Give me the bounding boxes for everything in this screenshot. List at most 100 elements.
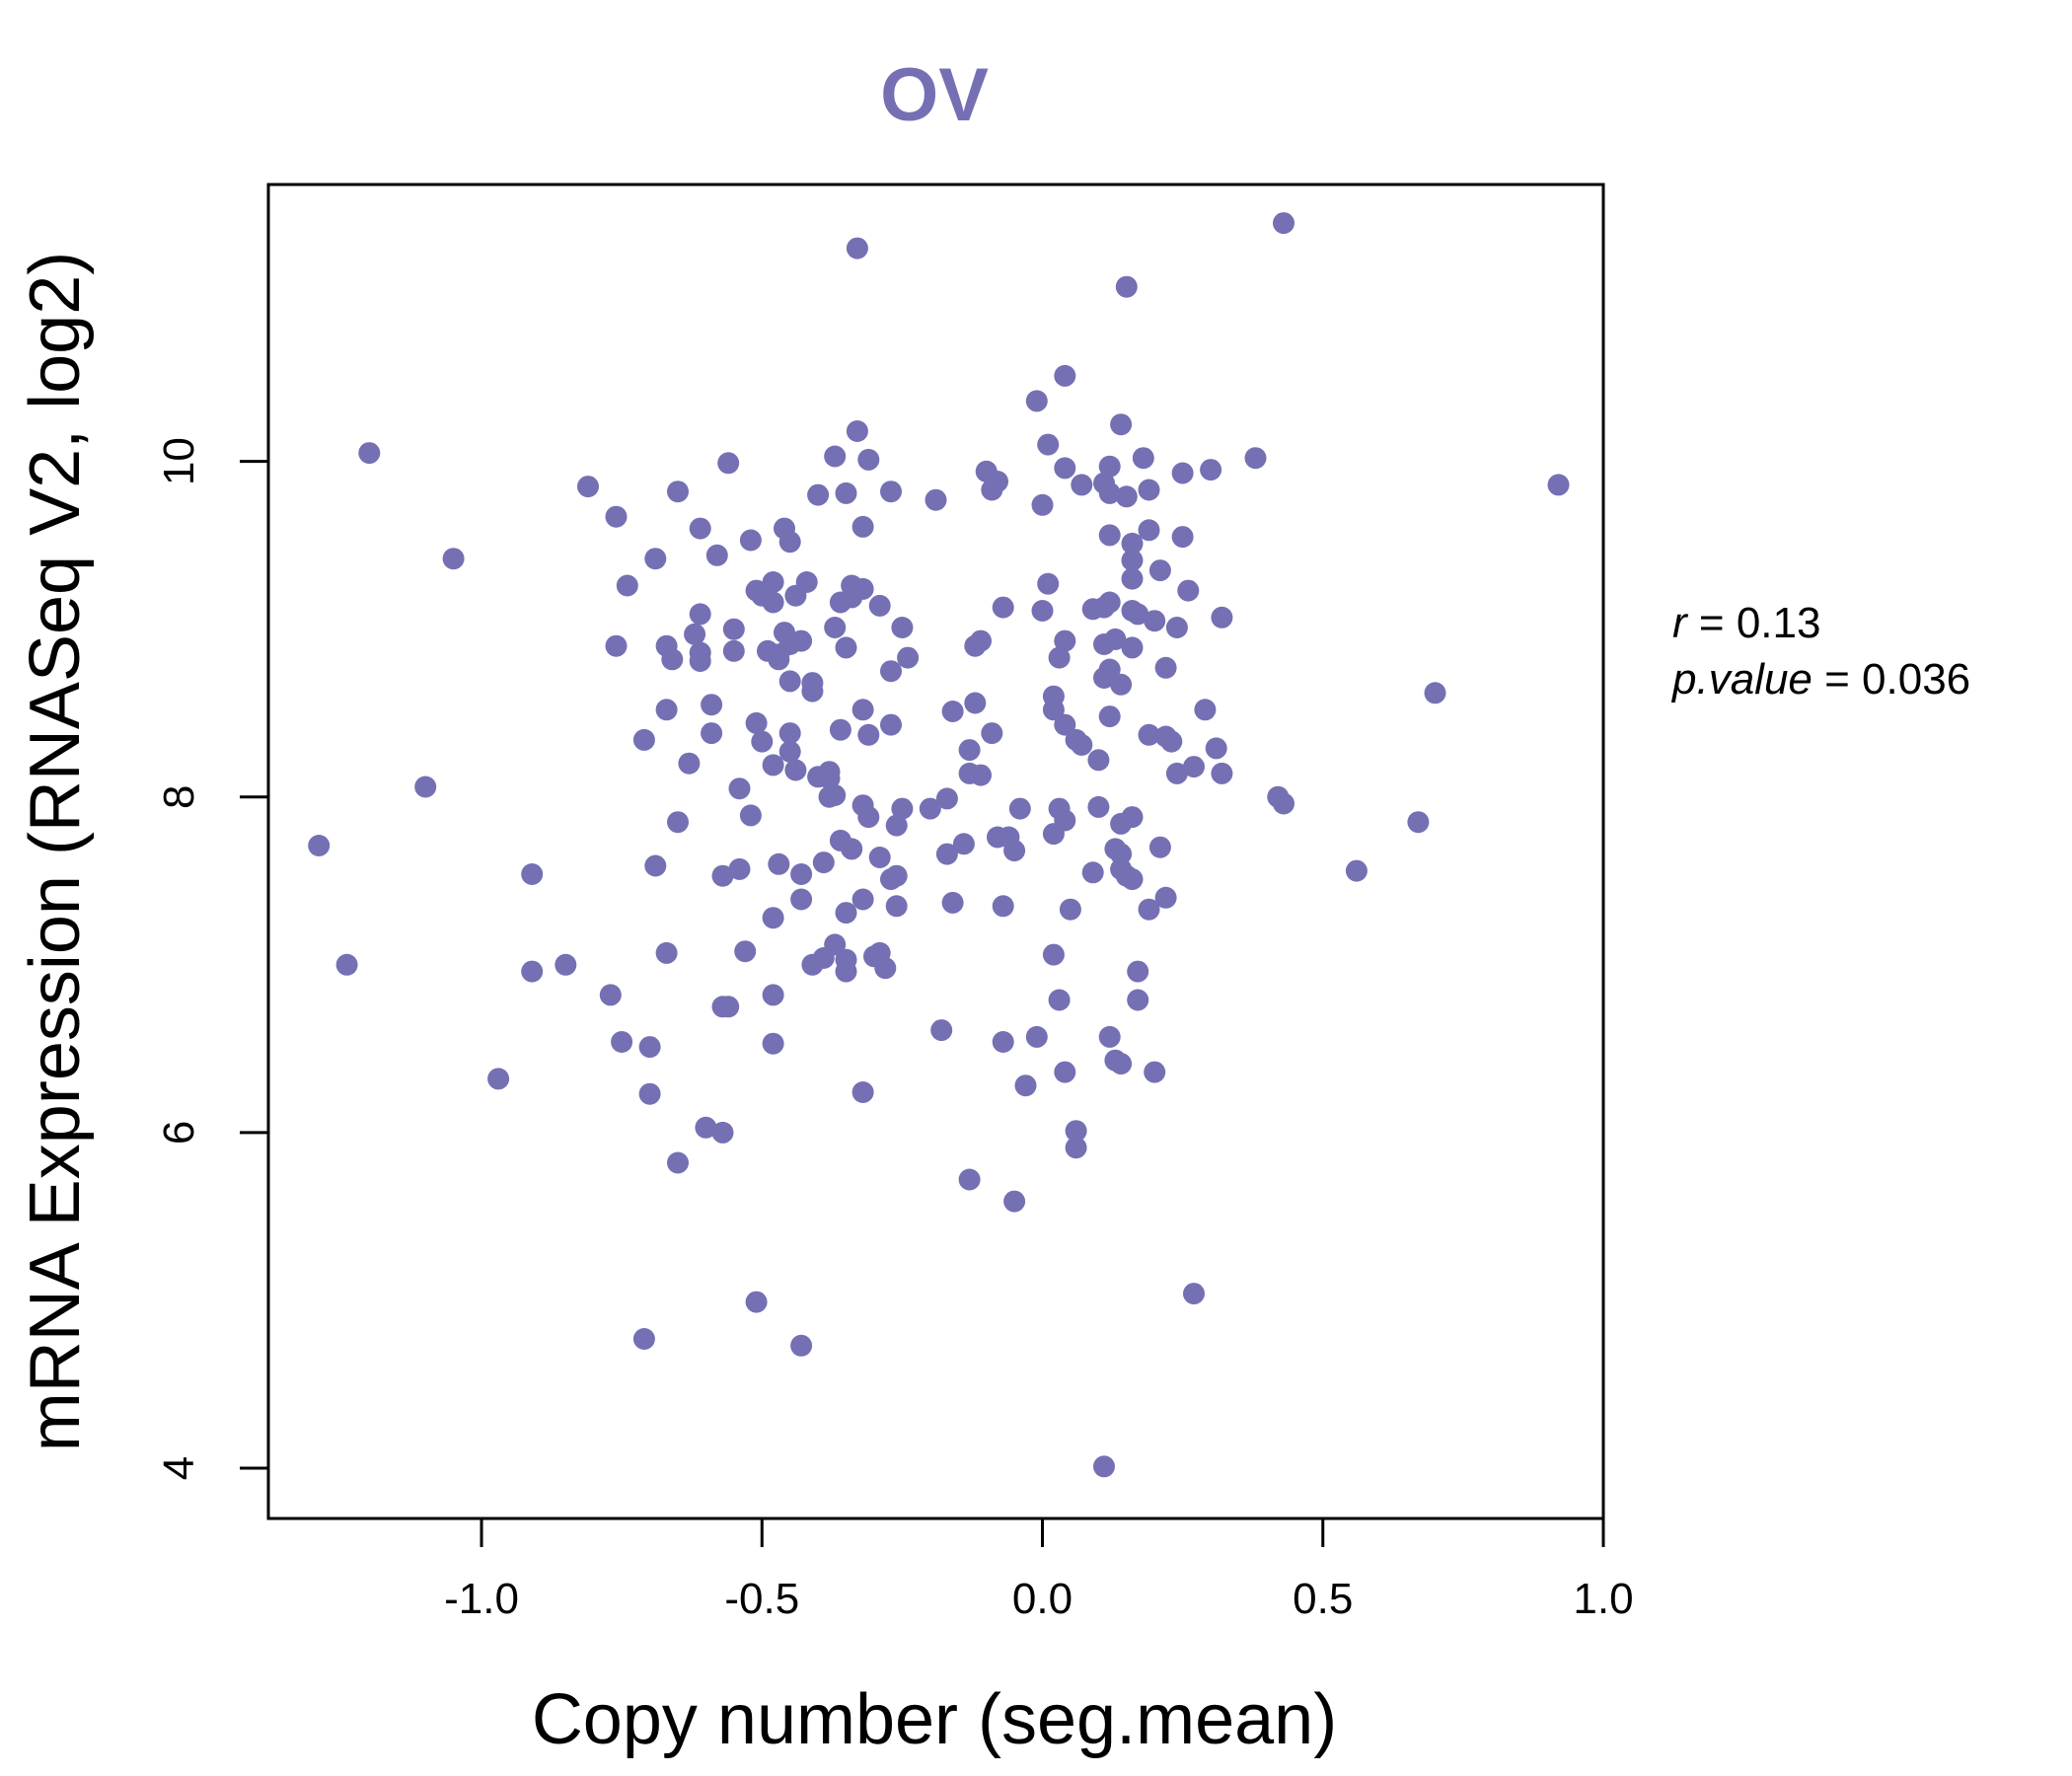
data-point — [1121, 567, 1144, 590]
data-point — [1127, 603, 1149, 626]
x-tick-label: 0.0 — [1012, 1575, 1073, 1623]
data-point — [880, 660, 902, 683]
data-point — [745, 711, 768, 734]
y-tick-label: 10 — [155, 437, 203, 485]
data-point — [885, 864, 908, 887]
data-point — [846, 237, 868, 259]
data-point — [487, 1068, 510, 1090]
data-point — [1194, 699, 1217, 721]
data-point — [661, 648, 684, 671]
data-point — [790, 1334, 813, 1357]
data-point — [857, 806, 880, 829]
data-point — [880, 713, 902, 736]
data-point — [778, 740, 801, 763]
data-point — [1205, 737, 1227, 760]
data-point — [308, 835, 331, 856]
data-point — [778, 670, 801, 693]
data-point — [1273, 212, 1295, 235]
data-point — [1098, 524, 1121, 547]
y-axis: 4 6 8 10 — [155, 437, 270, 1480]
data-point — [1042, 943, 1065, 966]
p-equals: = — [1813, 655, 1862, 703]
data-point — [739, 804, 762, 827]
data-point — [952, 833, 975, 855]
data-point — [784, 759, 807, 781]
data-point — [829, 718, 851, 741]
data-point — [701, 722, 723, 745]
data-point — [1138, 898, 1160, 921]
data-point — [1121, 549, 1144, 571]
data-point — [1127, 989, 1149, 1011]
data-point — [891, 797, 914, 820]
data-point — [812, 851, 835, 874]
data-point — [739, 529, 762, 552]
data-point — [807, 483, 830, 506]
data-point — [1031, 600, 1054, 622]
data-point — [762, 984, 784, 1006]
data-point — [711, 864, 734, 887]
data-point — [701, 694, 723, 716]
data-point — [919, 797, 941, 820]
data-point — [1081, 861, 1104, 884]
data-point — [818, 761, 841, 783]
data-point — [992, 1031, 1014, 1053]
data-point — [1008, 797, 1031, 820]
data-point — [801, 680, 824, 703]
data-point — [851, 1081, 874, 1103]
data-point — [1183, 1283, 1205, 1305]
data-point — [762, 591, 784, 614]
data-point — [577, 476, 599, 498]
data-point — [358, 442, 381, 465]
data-point — [958, 739, 981, 762]
data-point — [964, 692, 987, 714]
data-point — [868, 594, 891, 617]
data-point — [941, 891, 964, 914]
data-point — [1093, 1455, 1115, 1478]
x-axis-title: Copy number (seg.mean) — [532, 1680, 1337, 1759]
data-point — [1121, 636, 1144, 659]
data-point — [1048, 646, 1071, 669]
data-point — [1115, 485, 1138, 508]
data-point — [717, 452, 740, 475]
data-point — [835, 902, 857, 925]
r-statistic: r = 0.13 — [1672, 599, 1820, 647]
data-point — [1054, 457, 1076, 480]
p-value-label: p.value — [1670, 655, 1813, 703]
data-point — [1054, 713, 1076, 736]
data-point — [824, 445, 847, 468]
data-point — [644, 854, 667, 877]
data-point — [851, 699, 874, 721]
data-point — [1025, 1025, 1048, 1048]
p-value: 0.036 — [1862, 655, 1970, 703]
data-point — [1065, 1137, 1087, 1159]
data-point — [684, 623, 706, 645]
data-point — [616, 574, 638, 597]
data-point — [1138, 723, 1160, 746]
data-point — [1071, 474, 1093, 496]
x-tick-label: -1.0 — [444, 1575, 519, 1623]
data-point — [1132, 447, 1154, 470]
data-point — [632, 1328, 655, 1350]
data-point — [728, 777, 751, 800]
data-point — [880, 481, 902, 503]
data-point — [638, 1082, 661, 1105]
data-point — [1054, 364, 1076, 387]
data-point — [751, 730, 774, 753]
r-equals: = — [1687, 599, 1737, 647]
y-tick-label: 4 — [155, 1456, 203, 1480]
data-point — [1138, 479, 1160, 501]
data-point — [1345, 859, 1368, 882]
data-point — [1244, 447, 1267, 470]
data-point — [1160, 730, 1183, 753]
data-point — [981, 722, 1003, 745]
data-point — [689, 603, 711, 626]
data-point — [1037, 572, 1060, 595]
data-point — [1048, 989, 1071, 1011]
x-tick-label: 1.0 — [1573, 1575, 1633, 1623]
data-point — [841, 838, 863, 860]
data-point — [790, 863, 813, 885]
data-point — [1059, 898, 1081, 921]
correlation-annotation: r = 0.13 p.value = 0.036 — [1670, 599, 1970, 703]
data-point — [857, 723, 880, 746]
data-point — [521, 960, 544, 983]
